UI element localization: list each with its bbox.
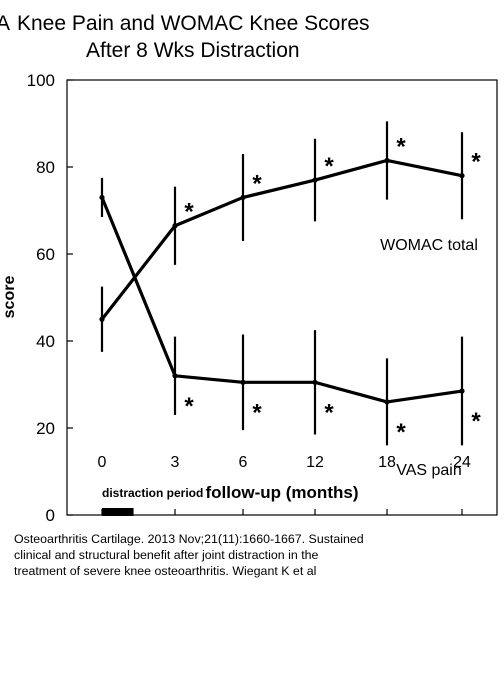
significance-marker: *	[252, 170, 262, 197]
y-tick-label: 20	[36, 419, 55, 438]
significance-marker: *	[471, 408, 481, 435]
data-point	[384, 399, 390, 405]
significance-marker: *	[396, 419, 406, 446]
series-womac-total: * * * * * WOMAC total	[99, 121, 481, 352]
series-line	[100, 158, 463, 321]
chart-title-line-1: Knee Pain and WOMAC Knee Scores	[17, 12, 370, 35]
series-vas-pain: * * * * * VAS pain	[99, 177, 481, 479]
data-point	[384, 157, 390, 164]
y-tick-label: 0	[46, 506, 55, 525]
data-point	[459, 173, 465, 179]
citation-line-2: clinical and structural benefit after jo…	[14, 548, 319, 562]
data-point	[312, 379, 318, 385]
data-point	[312, 177, 318, 183]
x-tick-label: 18	[378, 454, 396, 471]
data-point	[459, 388, 465, 394]
data-point	[240, 379, 246, 385]
citation-line-1: Osteoarthritis Cartilage. 2013 Nov;21(11…	[14, 532, 364, 546]
significance-marker: *	[471, 149, 481, 176]
data-point	[240, 194, 246, 201]
data-point	[99, 316, 105, 322]
data-point	[172, 223, 178, 229]
significance-marker: *	[252, 399, 262, 426]
series-label-vas: VAS pain	[396, 462, 462, 479]
citation-line-3: treatment of severe knee osteoarthritis.…	[14, 564, 317, 578]
citation: Osteoarthritis Cartilage. 2013 Nov;21(11…	[14, 531, 484, 579]
distraction-period-label: distraction period	[102, 486, 203, 500]
distraction-period-bar	[102, 508, 134, 516]
series-label-womac: WOMAC total	[380, 237, 478, 254]
y-axis-label: score	[1, 276, 18, 319]
x-axis-label: follow-up (months)	[206, 483, 359, 502]
significance-marker: *	[324, 153, 334, 180]
series-layer: * * * * * WOMAC total * * * * * VAS pain	[99, 121, 481, 479]
significance-marker: *	[324, 399, 334, 426]
significance-marker: *	[184, 393, 194, 420]
data-point	[172, 373, 178, 379]
x-tick-label: 6	[239, 454, 248, 471]
y-tick-label: 100	[27, 71, 55, 90]
x-axis: 0 3 6 12 18 24	[98, 454, 471, 515]
x-tick-label: 12	[306, 454, 324, 471]
x-tick-label: 0	[98, 454, 107, 471]
series-line	[100, 196, 463, 404]
x-tick-label: 3	[171, 454, 180, 471]
plot-area-frame	[66, 79, 498, 516]
chart-title-line-2: After 8 Wks Distraction	[86, 39, 300, 62]
significance-marker: *	[396, 133, 406, 160]
significance-marker: *	[184, 199, 194, 226]
x-tick-label: 24	[453, 454, 471, 471]
y-tick-label: 60	[36, 245, 55, 264]
data-point	[99, 194, 105, 201]
y-tick-label: 40	[36, 332, 55, 351]
y-axis: 0 20 40 60 80 100	[27, 71, 73, 525]
annotation-layer: distraction period	[102, 486, 203, 516]
panel-letter: A	[0, 12, 10, 35]
y-tick-label: 80	[36, 158, 55, 177]
